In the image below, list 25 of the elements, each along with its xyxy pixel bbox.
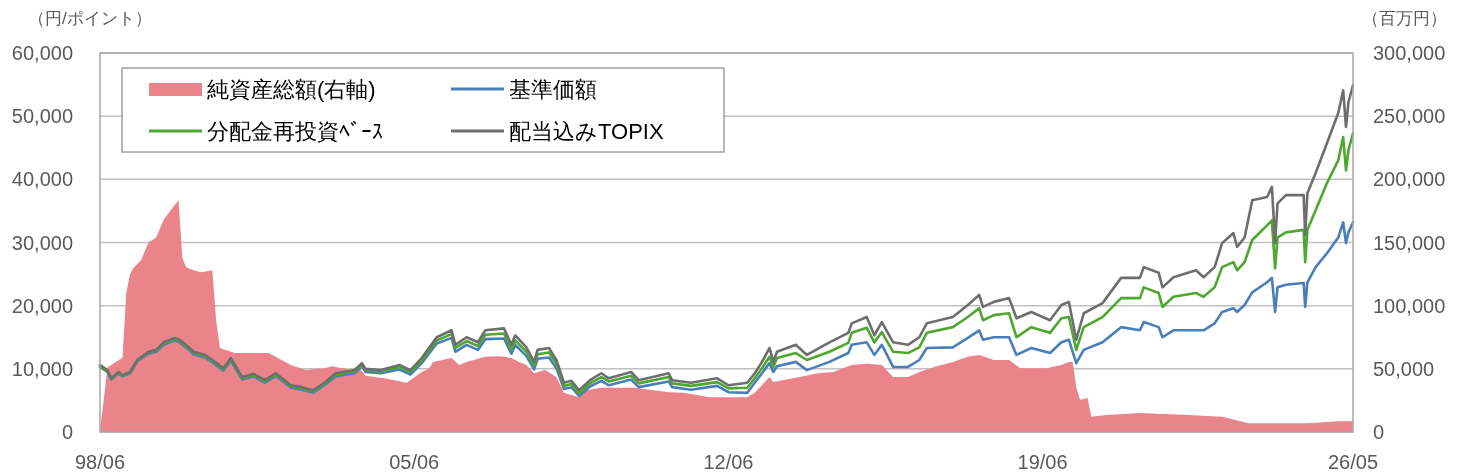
legend-label: 純資産総額(右軸) bbox=[207, 76, 376, 102]
legend-label: 基準価額 bbox=[509, 76, 597, 102]
x-tick-label: 98/06 bbox=[74, 451, 126, 473]
y2-tick-label: 200,000 bbox=[1373, 168, 1446, 191]
y-tick-label: 0 bbox=[61, 421, 73, 443]
y-tick-label: 10,000 bbox=[11, 357, 73, 380]
y2-tick-label: 150,000 bbox=[1373, 231, 1446, 254]
x-tick-label: 19/06 bbox=[1017, 451, 1068, 473]
legend-label: 配当込みTOPIX bbox=[509, 118, 664, 144]
y-tick-label: 50,000 bbox=[11, 105, 73, 128]
y2-axis-title: （百万円） bbox=[1362, 8, 1447, 28]
x-tick-label: 05/06 bbox=[389, 451, 440, 473]
y2-tick-label: 100,000 bbox=[1373, 294, 1446, 317]
x-tick-label: 12/06 bbox=[703, 451, 754, 473]
y2-tick-label: 50,000 bbox=[1373, 357, 1435, 380]
y-tick-label: 20,000 bbox=[11, 294, 73, 317]
y2-tick-label: 300,000 bbox=[1373, 42, 1446, 64]
y-axis-title: （円/ポイント） bbox=[28, 8, 152, 28]
y-tick-label: 60,000 bbox=[11, 42, 73, 64]
legend-label: 分配金再投資ﾍﾞｰｽ bbox=[207, 118, 383, 144]
y-tick-label: 30,000 bbox=[11, 231, 73, 254]
y2-tick-label: 250,000 bbox=[1373, 105, 1446, 128]
x-tick-label: 26/05 bbox=[1327, 451, 1379, 473]
y2-tick-label: 0 bbox=[1373, 421, 1385, 443]
y-tick-label: 40,000 bbox=[11, 168, 73, 191]
